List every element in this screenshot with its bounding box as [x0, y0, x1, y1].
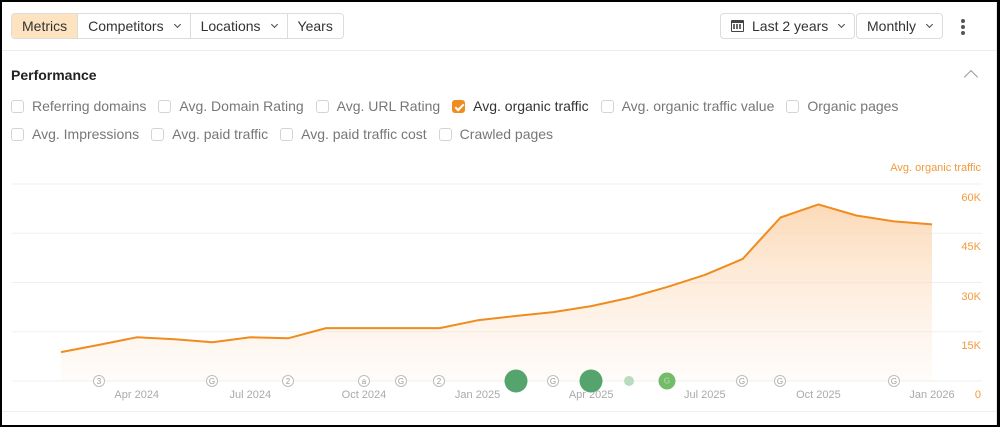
- y-axis-title: Avg. organic traffic: [890, 162, 981, 174]
- metrics-row-1: Referring domains Avg. Domain Rating Avg…: [11, 98, 910, 114]
- y-tick-label: 15K: [961, 339, 981, 352]
- metric-label: Avg. Impressions: [32, 126, 140, 142]
- x-tick-label: Apr 2024: [114, 389, 160, 401]
- tab-competitors[interactable]: Competitors: [78, 14, 191, 38]
- metric-label: Organic pages: [807, 98, 899, 114]
- checkbox[interactable]: [11, 127, 24, 141]
- metric-avg-url-rating[interactable]: Avg. URL Rating: [315, 98, 441, 114]
- tab-years[interactable]: Years: [287, 14, 343, 38]
- kebab-menu-icon[interactable]: [958, 19, 968, 35]
- chevron-down-icon: [925, 20, 934, 29]
- date-range-dropdown[interactable]: Last 2 years: [720, 13, 856, 39]
- x-tick-label: Oct 2025: [796, 389, 841, 401]
- tab-label: Locations: [200, 18, 261, 34]
- metric-label: Avg. paid traffic: [172, 126, 269, 142]
- calendar-icon: [731, 20, 744, 32]
- y-tick-label: 0: [974, 389, 981, 401]
- granularity-dropdown[interactable]: Monthly: [856, 13, 944, 39]
- google-update-icon[interactable]: G: [547, 375, 559, 387]
- metric-label: Avg. Domain Rating: [179, 98, 304, 114]
- x-tick-label: Jan 2025: [454, 389, 501, 401]
- granularity-label: Monthly: [867, 18, 917, 34]
- organic-traffic-chart[interactable]: Avg. organic traffic 60K 45K 30K 15K 0 Apr 2…: [2, 157, 996, 414]
- date-range-label: Last 2 years: [752, 18, 829, 34]
- checkbox[interactable]: [280, 127, 294, 141]
- checkbox[interactable]: [438, 127, 452, 141]
- google-update-icon[interactable]: G: [206, 375, 218, 387]
- chart-plot: [12, 183, 982, 382]
- checkbox-checked[interactable]: [452, 99, 466, 113]
- tab-locations[interactable]: Locations: [190, 14, 288, 38]
- section-title: Performance: [11, 67, 97, 83]
- x-tick-label: Jul 2024: [229, 389, 272, 401]
- tab-metrics[interactable]: Metrics: [12, 14, 79, 38]
- event-dot-marker[interactable]: G: [658, 372, 676, 390]
- annotation-marker[interactable]: 2: [433, 375, 445, 387]
- event-dot-marker[interactable]: [579, 369, 603, 393]
- x-tick-label: Apr 2025: [568, 389, 614, 401]
- metric-label: Avg. organic traffic value: [621, 98, 775, 114]
- y-tick-label: 45K: [961, 241, 981, 254]
- y-tick-label: 60K: [961, 192, 981, 204]
- annotation-marker[interactable]: 3: [93, 375, 105, 387]
- x-tick-label: Oct 2024: [341, 389, 387, 401]
- x-tick-label: Jan 2026: [909, 389, 955, 401]
- annotation-marker[interactable]: a: [358, 375, 370, 387]
- metric-label: Referring domains: [32, 98, 147, 114]
- divider: [2, 411, 996, 412]
- checkbox[interactable]: [786, 99, 800, 113]
- event-dot-marker[interactable]: [504, 369, 528, 393]
- annotation-marker[interactable]: 2: [282, 375, 294, 387]
- event-dot-marker[interactable]: [624, 376, 634, 386]
- checkbox[interactable]: [315, 99, 329, 113]
- checkbox[interactable]: [158, 99, 172, 113]
- metric-label: Avg. paid traffic cost: [301, 126, 427, 142]
- metric-avg-paid-traffic[interactable]: Avg. paid traffic: [151, 126, 268, 142]
- tab-label: Years: [297, 18, 333, 34]
- metric-avg-organic-traffic-value[interactable]: Avg. organic traffic value: [600, 98, 775, 114]
- view-segmented-control: Metrics Competitors Locations Years: [11, 13, 344, 39]
- metric-label: Avg. organic traffic: [473, 98, 589, 114]
- metric-avg-impressions[interactable]: Avg. Impressions: [11, 126, 139, 142]
- y-tick-label: 30K: [961, 290, 981, 303]
- google-update-icon[interactable]: G: [736, 375, 748, 387]
- chevron-down-icon: [173, 20, 181, 29]
- chevron-up-icon[interactable]: [963, 69, 979, 85]
- google-update-icon[interactable]: G: [395, 375, 407, 387]
- metric-avg-organic-traffic[interactable]: Avg. organic traffic: [452, 98, 589, 114]
- checkbox[interactable]: [151, 127, 165, 141]
- tab-label: Competitors: [88, 18, 164, 34]
- metrics-row-2: Avg. Impressions Avg. paid traffic Avg. …: [11, 126, 565, 142]
- checkbox[interactable]: [600, 99, 614, 113]
- metric-avg-domain-rating[interactable]: Avg. Domain Rating: [158, 98, 304, 114]
- x-tick-label: Jul 2025: [683, 389, 726, 401]
- checkbox[interactable]: [11, 99, 24, 113]
- toolbar: Metrics Competitors Locations Years Last…: [2, 2, 996, 51]
- chevron-down-icon: [270, 20, 278, 29]
- metric-crawled-pages[interactable]: Crawled pages: [438, 126, 554, 142]
- metric-referring-domains[interactable]: Referring domains: [11, 98, 146, 114]
- metric-organic-pages[interactable]: Organic pages: [786, 98, 898, 114]
- chevron-down-icon: [838, 20, 846, 29]
- google-update-icon[interactable]: G: [888, 375, 900, 387]
- metric-label: Crawled pages: [459, 126, 554, 142]
- metric-avg-paid-traffic-cost[interactable]: Avg. paid traffic cost: [280, 126, 427, 142]
- google-update-icon[interactable]: G: [774, 375, 786, 387]
- metric-label: Avg. URL Rating: [336, 98, 441, 114]
- tab-label: Metrics: [22, 18, 68, 34]
